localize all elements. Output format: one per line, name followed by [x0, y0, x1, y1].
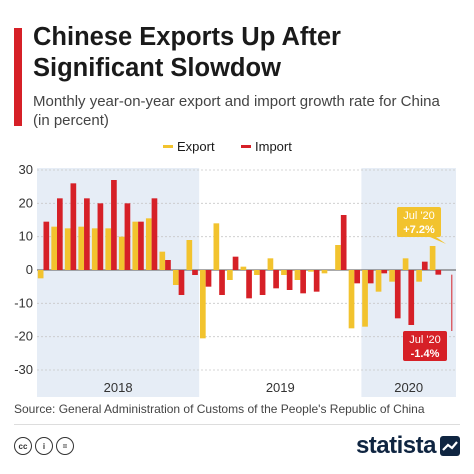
- export-bar: [91, 228, 98, 270]
- import-bar: [259, 270, 266, 295]
- import-bar: [138, 221, 144, 270]
- chart-subtitle: Monthly year-on-year export and import g…: [33, 93, 440, 129]
- export-bar: [159, 251, 166, 270]
- import-bar: [70, 183, 77, 270]
- export-bar: [118, 236, 125, 270]
- export-bar: [132, 221, 139, 270]
- export-callout-pointer: [430, 237, 447, 244]
- import-bar: [340, 215, 347, 270]
- export-bar: [429, 246, 436, 270]
- import-bar: [84, 198, 90, 270]
- export-bar: [213, 223, 220, 270]
- legend-export-label: Export: [177, 139, 215, 154]
- title-accent-bar: [14, 28, 22, 126]
- export-bar: [321, 270, 328, 274]
- import-bar: [124, 203, 131, 270]
- import-bar: [97, 203, 104, 270]
- export-bar: [105, 228, 112, 270]
- brand-wave-icon: [440, 436, 460, 456]
- export-bar: [267, 258, 274, 270]
- import-bar: [192, 270, 198, 275]
- year-label: 2018: [104, 380, 133, 395]
- import-bar: [381, 270, 388, 274]
- export-bar: [37, 270, 44, 279]
- import-bar: [205, 270, 212, 287]
- import-bar: [246, 270, 252, 299]
- export-bar: [389, 270, 395, 282]
- export-bar: [51, 226, 58, 270]
- by-icon[interactable]: i: [35, 437, 53, 455]
- import-bar: [421, 261, 428, 270]
- import-callout-title: Jul '20: [409, 334, 440, 346]
- export-bar: [362, 270, 368, 327]
- y-tick-label: -10: [14, 295, 33, 310]
- export-callout-box: [397, 207, 441, 237]
- export-bar: [375, 270, 382, 292]
- import-bar: [57, 198, 63, 270]
- y-tick-label: 20: [19, 195, 33, 210]
- export-bar: [348, 270, 355, 329]
- import-callout-box: [403, 331, 447, 361]
- import-bar: [111, 180, 117, 270]
- y-tick-label: 10: [19, 229, 33, 244]
- export-bar: [240, 266, 247, 270]
- legend-import-swatch: [241, 145, 251, 148]
- export-bar: [145, 218, 152, 270]
- shade-2018: [37, 168, 200, 397]
- export-bar: [335, 245, 341, 270]
- export-bar: [78, 226, 85, 270]
- legend-export-swatch: [163, 145, 173, 148]
- import-bar: [232, 256, 239, 270]
- import-bar: [151, 198, 158, 270]
- export-bar: [172, 270, 179, 285]
- chart-title: Chinese Exports Up After Significant Slo…: [33, 23, 341, 82]
- statista-logo[interactable]: statista: [356, 432, 460, 460]
- import-bar: [394, 270, 401, 319]
- export-bar: [416, 270, 422, 282]
- y-tick-label: 30: [19, 162, 33, 177]
- export-bar: [186, 240, 193, 270]
- import-bar: [367, 270, 374, 284]
- y-tick-label: 0: [26, 262, 33, 277]
- y-tick-label: -20: [14, 329, 33, 344]
- import-bar: [354, 270, 361, 284]
- import-bar: [165, 260, 171, 270]
- y-tick-label: -30: [14, 362, 33, 377]
- import-bar: [300, 270, 306, 294]
- export-bar: [281, 270, 287, 275]
- export-bar: [402, 258, 409, 270]
- cc-icon[interactable]: cc: [14, 437, 32, 455]
- legend-import-label: Import: [255, 139, 292, 154]
- export-bar: [227, 270, 233, 280]
- year-label: 2019: [266, 380, 295, 395]
- import-bar: [435, 270, 442, 275]
- import-bar: [408, 270, 415, 325]
- export-callout-value: +7.2%: [403, 224, 435, 236]
- import-bar: [286, 270, 293, 290]
- import-bar: [219, 270, 225, 295]
- import-bar: [273, 270, 279, 289]
- equals-icon[interactable]: =: [56, 437, 74, 455]
- export-bar: [64, 228, 71, 270]
- growth-bar-chart: 30 20 10 0 -10 -20 -30 2018 2019 2020 Export Import…: [14, 139, 456, 397]
- export-bar: [294, 270, 301, 280]
- import-bar: [43, 221, 50, 270]
- import-bar: [178, 270, 185, 295]
- export-callout-title: Jul '20: [403, 210, 434, 222]
- brand-wordmark: statista: [355, 432, 437, 459]
- import-callout-value: -1.4%: [411, 348, 440, 360]
- import-bar: [313, 270, 320, 292]
- license-icons: cc i =: [14, 437, 74, 455]
- export-bar: [254, 270, 260, 275]
- export-bar: [308, 270, 314, 272]
- footer-divider: [14, 424, 460, 425]
- year-label: 2020: [394, 380, 423, 395]
- export-bar: [200, 270, 206, 339]
- source-note: Source: General Administration of Custom…: [14, 402, 425, 416]
